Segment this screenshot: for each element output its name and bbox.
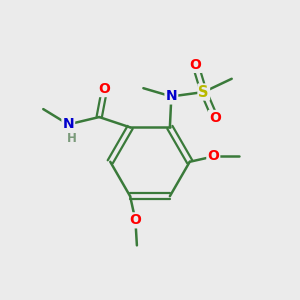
Text: O: O [207, 149, 219, 164]
Text: N: N [62, 117, 74, 131]
Text: S: S [199, 85, 209, 100]
Text: O: O [99, 82, 110, 96]
Text: O: O [209, 111, 221, 125]
Text: H: H [67, 132, 77, 145]
Text: O: O [130, 213, 141, 227]
Text: O: O [190, 58, 201, 72]
Text: N: N [166, 89, 177, 103]
